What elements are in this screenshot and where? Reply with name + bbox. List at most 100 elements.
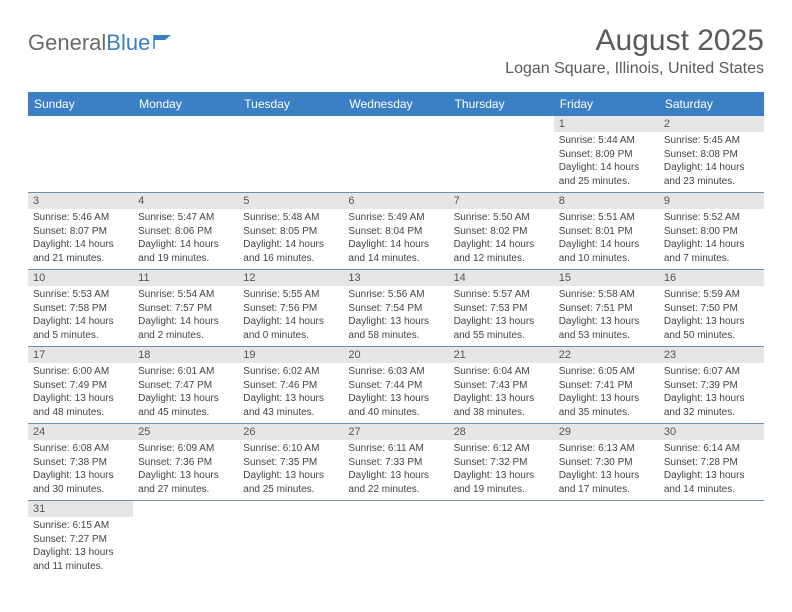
- day-number: 3: [28, 193, 133, 209]
- calendar-cell: 31Sunrise: 6:15 AMSunset: 7:27 PMDayligh…: [28, 501, 133, 578]
- day-info: Sunrise: 6:00 AMSunset: 7:49 PMDaylight:…: [28, 363, 133, 423]
- location: Logan Square, Illinois, United States: [505, 60, 764, 78]
- day-info: Sunrise: 6:15 AMSunset: 7:27 PMDaylight:…: [28, 517, 133, 577]
- calendar-cell: 30Sunrise: 6:14 AMSunset: 7:28 PMDayligh…: [659, 424, 764, 501]
- brand-logo: GeneralBlue: [28, 30, 175, 56]
- day-info: Sunrise: 5:59 AMSunset: 7:50 PMDaylight:…: [659, 286, 764, 346]
- calendar-cell: [659, 501, 764, 578]
- day-number: 23: [659, 347, 764, 363]
- calendar-cell: 5Sunrise: 5:48 AMSunset: 8:05 PMDaylight…: [238, 193, 343, 270]
- day-number: 20: [343, 347, 448, 363]
- calendar-cell: [133, 116, 238, 193]
- calendar-cell: 24Sunrise: 6:08 AMSunset: 7:38 PMDayligh…: [28, 424, 133, 501]
- day-info: Sunrise: 5:47 AMSunset: 8:06 PMDaylight:…: [133, 209, 238, 269]
- calendar-cell: [238, 501, 343, 578]
- day-number-empty: [343, 501, 448, 517]
- calendar-cell: 11Sunrise: 5:54 AMSunset: 7:57 PMDayligh…: [133, 270, 238, 347]
- calendar-cell: 29Sunrise: 6:13 AMSunset: 7:30 PMDayligh…: [554, 424, 659, 501]
- day-number: 25: [133, 424, 238, 440]
- calendar-cell: 26Sunrise: 6:10 AMSunset: 7:35 PMDayligh…: [238, 424, 343, 501]
- calendar-cell: 3Sunrise: 5:46 AMSunset: 8:07 PMDaylight…: [28, 193, 133, 270]
- day-number: 9: [659, 193, 764, 209]
- day-info: Sunrise: 5:49 AMSunset: 8:04 PMDaylight:…: [343, 209, 448, 269]
- day-number-empty: [133, 116, 238, 132]
- day-info: Sunrise: 5:53 AMSunset: 7:58 PMDaylight:…: [28, 286, 133, 346]
- day-info: Sunrise: 6:07 AMSunset: 7:39 PMDaylight:…: [659, 363, 764, 423]
- day-number: 31: [28, 501, 133, 517]
- calendar-cell: 27Sunrise: 6:11 AMSunset: 7:33 PMDayligh…: [343, 424, 448, 501]
- day-number: 4: [133, 193, 238, 209]
- day-info: Sunrise: 6:03 AMSunset: 7:44 PMDaylight:…: [343, 363, 448, 423]
- day-number: 14: [449, 270, 554, 286]
- weekday-header: Tuesday: [238, 92, 343, 116]
- calendar-row: 31Sunrise: 6:15 AMSunset: 7:27 PMDayligh…: [28, 501, 764, 578]
- calendar-cell: 9Sunrise: 5:52 AMSunset: 8:00 PMDaylight…: [659, 193, 764, 270]
- flag-icon: [153, 34, 175, 50]
- day-number: 2: [659, 116, 764, 132]
- calendar-cell: 4Sunrise: 5:47 AMSunset: 8:06 PMDaylight…: [133, 193, 238, 270]
- calendar-cell: 18Sunrise: 6:01 AMSunset: 7:47 PMDayligh…: [133, 347, 238, 424]
- day-number: 30: [659, 424, 764, 440]
- day-info: Sunrise: 6:14 AMSunset: 7:28 PMDaylight:…: [659, 440, 764, 500]
- day-number: 22: [554, 347, 659, 363]
- day-number: 29: [554, 424, 659, 440]
- calendar-cell: [28, 116, 133, 193]
- calendar-cell: 17Sunrise: 6:00 AMSunset: 7:49 PMDayligh…: [28, 347, 133, 424]
- calendar-row: 10Sunrise: 5:53 AMSunset: 7:58 PMDayligh…: [28, 270, 764, 347]
- day-number: 28: [449, 424, 554, 440]
- calendar-cell: 14Sunrise: 5:57 AMSunset: 7:53 PMDayligh…: [449, 270, 554, 347]
- day-number: 13: [343, 270, 448, 286]
- day-number: 8: [554, 193, 659, 209]
- calendar-cell: 15Sunrise: 5:58 AMSunset: 7:51 PMDayligh…: [554, 270, 659, 347]
- brand-word1: General: [28, 30, 106, 56]
- day-number-empty: [238, 501, 343, 517]
- calendar-cell: 1Sunrise: 5:44 AMSunset: 8:09 PMDaylight…: [554, 116, 659, 193]
- calendar-cell: 23Sunrise: 6:07 AMSunset: 7:39 PMDayligh…: [659, 347, 764, 424]
- calendar-cell: 21Sunrise: 6:04 AMSunset: 7:43 PMDayligh…: [449, 347, 554, 424]
- day-number: 18: [133, 347, 238, 363]
- day-info: Sunrise: 6:11 AMSunset: 7:33 PMDaylight:…: [343, 440, 448, 500]
- day-number: 17: [28, 347, 133, 363]
- weekday-header: Friday: [554, 92, 659, 116]
- month-title: August 2025: [505, 24, 764, 58]
- calendar-cell: [449, 116, 554, 193]
- day-number-empty: [343, 116, 448, 132]
- day-info: Sunrise: 5:54 AMSunset: 7:57 PMDaylight:…: [133, 286, 238, 346]
- day-info: Sunrise: 5:50 AMSunset: 8:02 PMDaylight:…: [449, 209, 554, 269]
- weekday-header: Saturday: [659, 92, 764, 116]
- calendar-cell: 7Sunrise: 5:50 AMSunset: 8:02 PMDaylight…: [449, 193, 554, 270]
- calendar-row: 24Sunrise: 6:08 AMSunset: 7:38 PMDayligh…: [28, 424, 764, 501]
- calendar-cell: 2Sunrise: 5:45 AMSunset: 8:08 PMDaylight…: [659, 116, 764, 193]
- calendar-cell: 6Sunrise: 5:49 AMSunset: 8:04 PMDaylight…: [343, 193, 448, 270]
- weekday-header: Monday: [133, 92, 238, 116]
- day-number: 16: [659, 270, 764, 286]
- day-number-empty: [238, 116, 343, 132]
- day-number-empty: [449, 501, 554, 517]
- day-info: Sunrise: 5:58 AMSunset: 7:51 PMDaylight:…: [554, 286, 659, 346]
- day-info: Sunrise: 5:46 AMSunset: 8:07 PMDaylight:…: [28, 209, 133, 269]
- day-info: Sunrise: 6:13 AMSunset: 7:30 PMDaylight:…: [554, 440, 659, 500]
- day-info: Sunrise: 5:52 AMSunset: 8:00 PMDaylight:…: [659, 209, 764, 269]
- day-info: Sunrise: 5:57 AMSunset: 7:53 PMDaylight:…: [449, 286, 554, 346]
- calendar-cell: 19Sunrise: 6:02 AMSunset: 7:46 PMDayligh…: [238, 347, 343, 424]
- calendar-cell: 22Sunrise: 6:05 AMSunset: 7:41 PMDayligh…: [554, 347, 659, 424]
- day-info: Sunrise: 5:51 AMSunset: 8:01 PMDaylight:…: [554, 209, 659, 269]
- day-number: 19: [238, 347, 343, 363]
- calendar-cell: 20Sunrise: 6:03 AMSunset: 7:44 PMDayligh…: [343, 347, 448, 424]
- day-number: 11: [133, 270, 238, 286]
- day-number: 26: [238, 424, 343, 440]
- day-info: Sunrise: 6:05 AMSunset: 7:41 PMDaylight:…: [554, 363, 659, 423]
- day-number: 5: [238, 193, 343, 209]
- weekday-header: Sunday: [28, 92, 133, 116]
- calendar-cell: 25Sunrise: 6:09 AMSunset: 7:36 PMDayligh…: [133, 424, 238, 501]
- day-info: Sunrise: 6:04 AMSunset: 7:43 PMDaylight:…: [449, 363, 554, 423]
- day-number-empty: [133, 501, 238, 517]
- weekday-header: Thursday: [449, 92, 554, 116]
- day-info: Sunrise: 6:08 AMSunset: 7:38 PMDaylight:…: [28, 440, 133, 500]
- day-number-empty: [28, 116, 133, 132]
- day-info: Sunrise: 6:10 AMSunset: 7:35 PMDaylight:…: [238, 440, 343, 500]
- calendar-cell: [238, 116, 343, 193]
- day-info: Sunrise: 5:56 AMSunset: 7:54 PMDaylight:…: [343, 286, 448, 346]
- day-number: 7: [449, 193, 554, 209]
- calendar-cell: 10Sunrise: 5:53 AMSunset: 7:58 PMDayligh…: [28, 270, 133, 347]
